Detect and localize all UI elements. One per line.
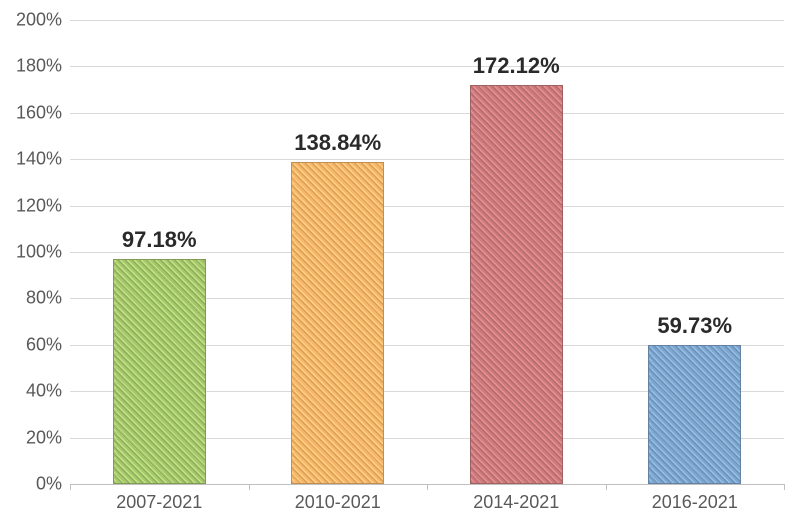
- y-tick-label: 200%: [16, 10, 70, 31]
- y-tick-label: 120%: [16, 195, 70, 216]
- bar-value-label: 59.73%: [657, 313, 732, 339]
- y-tick-label: 160%: [16, 102, 70, 123]
- plot-area: 0%20%40%60%80%100%120%140%160%180%200%97…: [70, 20, 784, 484]
- x-tick-mark: [70, 484, 71, 490]
- bar: 138.84%: [291, 162, 384, 484]
- bar-value-label: 172.12%: [473, 53, 560, 79]
- y-tick-label: 40%: [26, 381, 70, 402]
- x-tick-mark: [249, 484, 250, 490]
- gridline: [70, 206, 784, 207]
- bar-fill: [113, 259, 206, 484]
- x-tick-label: 2014-2021: [473, 484, 559, 513]
- bar-fill: [291, 162, 384, 484]
- y-tick-label: 20%: [26, 427, 70, 448]
- y-tick-label: 100%: [16, 242, 70, 263]
- x-tick-label: 2007-2021: [116, 484, 202, 513]
- gridline: [70, 20, 784, 21]
- x-tick-mark: [427, 484, 428, 490]
- x-tick-label: 2010-2021: [295, 484, 381, 513]
- x-tick-mark: [784, 484, 785, 490]
- gridline: [70, 159, 784, 160]
- bar-fill: [470, 85, 563, 484]
- bar-value-label: 138.84%: [294, 130, 381, 156]
- gridline: [70, 113, 784, 114]
- y-tick-label: 180%: [16, 56, 70, 77]
- bar: 172.12%: [470, 85, 563, 484]
- y-tick-label: 60%: [26, 334, 70, 355]
- bar: 59.73%: [648, 345, 741, 484]
- bar-value-label: 97.18%: [122, 227, 197, 253]
- bar: 97.18%: [113, 259, 206, 484]
- bar-fill: [648, 345, 741, 484]
- gridline: [70, 66, 784, 67]
- bar-chart: 0% 20% 40% 60% 80% 100% 120% 140% 160% 180% 200% 97…: [0, 0, 800, 526]
- y-tick-label: 0%: [36, 474, 70, 495]
- x-tick-mark: [606, 484, 607, 490]
- y-tick-label: 140%: [16, 149, 70, 170]
- x-tick-label: 2016-2021: [652, 484, 738, 513]
- y-tick-label: 80%: [26, 288, 70, 309]
